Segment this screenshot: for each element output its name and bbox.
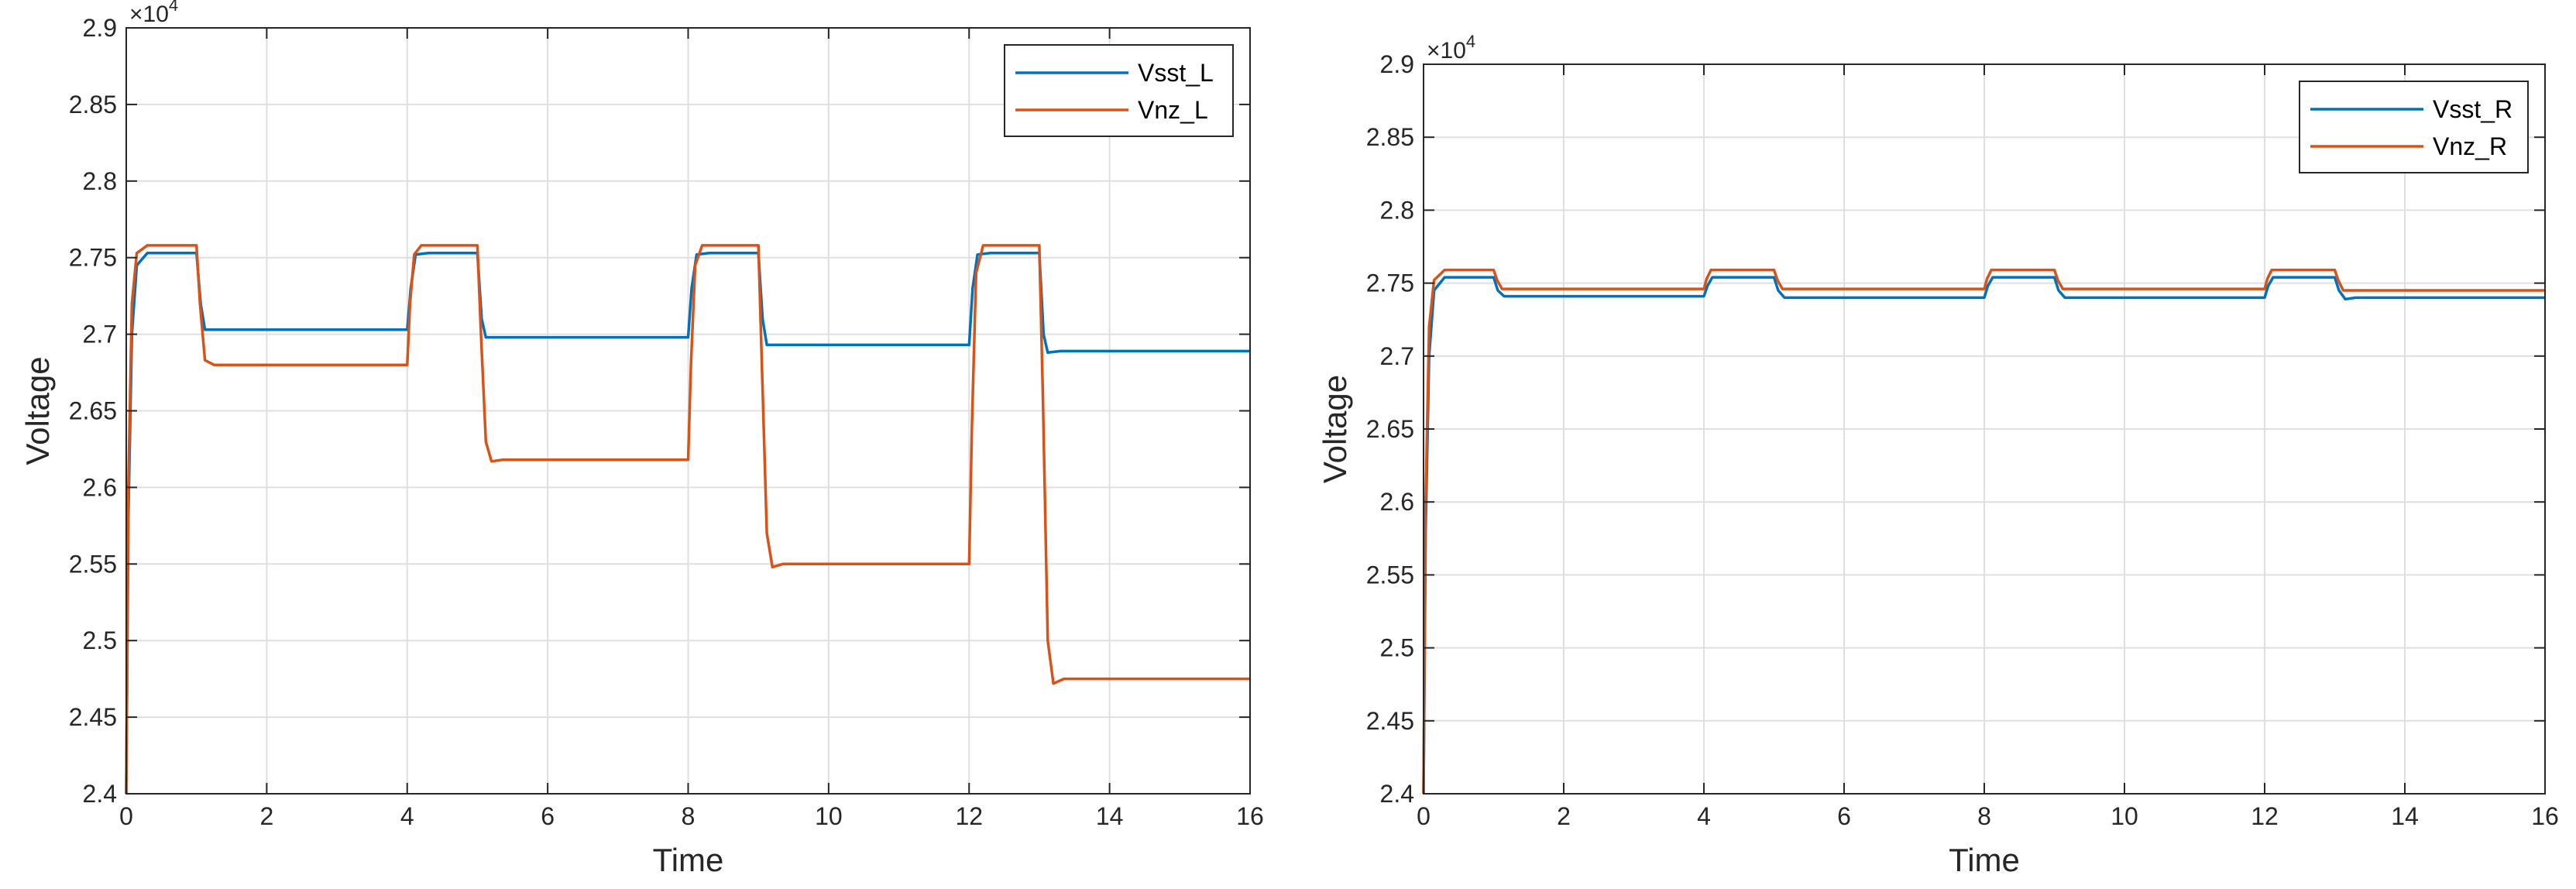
- x-tick-label: 14: [1096, 802, 1124, 830]
- x-tick-label: 0: [1417, 802, 1431, 830]
- y-tick-label: 2.4: [83, 780, 117, 808]
- legend: Vsst_L Vnz_L: [1004, 44, 1234, 137]
- y-tick-label: 2.55: [1366, 561, 1414, 589]
- y-tick-label: 2.5: [1380, 634, 1414, 662]
- x-tick-label: 16: [1236, 802, 1264, 830]
- series-line-Vsst_R: [1422, 276, 2545, 795]
- x-axis-label: Time: [1949, 842, 2020, 878]
- series-line-Vnz_R: [1422, 268, 2545, 795]
- legend-label-Vsst_L: Vsst_L: [1138, 59, 1214, 87]
- legend: Vsst_R Vnz_R: [2299, 81, 2529, 173]
- x-tick-label: 8: [682, 802, 696, 830]
- x-tick-label: 16: [2531, 802, 2559, 830]
- x-tick-label: 12: [955, 802, 983, 830]
- x-tick-label: 14: [2391, 802, 2419, 830]
- x-tick-label: 4: [400, 802, 414, 830]
- y-tick-label: 2.65: [1366, 415, 1414, 443]
- y-tick-label: 2.6: [1380, 488, 1414, 516]
- y-tick-label: 2.85: [69, 91, 117, 118]
- y-tick-label: 2.7: [1380, 342, 1414, 370]
- y-tick-label: 2.6: [83, 473, 117, 501]
- legend-label-Vsst_R: Vsst_R: [2433, 95, 2512, 123]
- y-tick-label: 2.75: [1366, 269, 1414, 297]
- y-tick-label: 2.9: [1380, 50, 1414, 78]
- y-tick-label: 2.75: [69, 244, 117, 272]
- y-tick-label: 2.65: [69, 397, 117, 425]
- legend-label-Vnz_L: Vnz_L: [1138, 96, 1208, 124]
- x-tick-label: 12: [2251, 802, 2279, 830]
- y-exponent-label: ×104: [129, 0, 178, 27]
- y-axis-label: Voltage: [1317, 375, 1353, 483]
- y-tick-label: 2.8: [83, 167, 117, 195]
- y-tick-label: 2.45: [69, 703, 117, 731]
- x-tick-label: 4: [1697, 802, 1711, 830]
- x-tick-label: 6: [541, 802, 555, 830]
- y-tick-label: 2.4: [1380, 780, 1414, 808]
- y-tick-label: 2.45: [1366, 707, 1414, 735]
- y-tick-label: 2.55: [69, 550, 117, 578]
- x-tick-label: 0: [119, 802, 133, 830]
- x-tick-label: 6: [1837, 802, 1851, 830]
- y-exponent-label: ×104: [1427, 32, 1475, 64]
- y-tick-label: 2.9: [83, 14, 117, 42]
- y-axis-label: Voltage: [19, 356, 56, 465]
- chart-left: 0 2 4 6 8 10 12 14 16 2.4 2.45 2.5 2.55 2.6 2.65 2.7 2.7…: [19, 0, 1264, 878]
- y-tick-label: 2.5: [83, 626, 117, 654]
- chart-right: 0 2 4 6 8 10 12 14 16 2.4 2.45 2.5 2.55 2.6 2.65 2.7 2.7…: [1317, 32, 2559, 878]
- legend-label-Vnz_R: Vnz_R: [2433, 132, 2507, 160]
- x-tick-label: 10: [2111, 802, 2138, 830]
- x-axis-label: Time: [653, 842, 724, 878]
- series-line-Vnz_L: [125, 244, 1250, 795]
- legend-box: [1004, 44, 1234, 137]
- x-tick-label: 8: [1977, 802, 1991, 830]
- x-tick-label: 2: [259, 802, 273, 830]
- y-tick-label: 2.7: [83, 321, 117, 348]
- y-tick-label: 2.85: [1366, 123, 1414, 151]
- legend-box: [2299, 81, 2529, 173]
- x-tick-label: 10: [815, 802, 843, 830]
- y-tick-label: 2.8: [1380, 196, 1414, 224]
- x-tick-label: 2: [1557, 802, 1571, 830]
